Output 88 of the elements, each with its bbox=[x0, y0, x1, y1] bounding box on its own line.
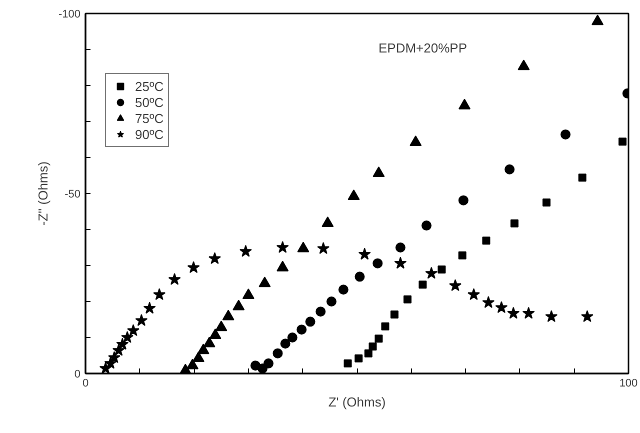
point bbox=[364, 349, 372, 358]
point bbox=[280, 338, 290, 349]
point bbox=[239, 244, 252, 257]
point bbox=[458, 251, 466, 260]
point bbox=[296, 324, 307, 335]
point bbox=[222, 310, 234, 320]
point bbox=[510, 219, 518, 228]
annotation: EPDM+20%PP bbox=[378, 40, 468, 56]
point bbox=[168, 273, 181, 285]
point bbox=[344, 359, 352, 368]
point bbox=[522, 306, 535, 319]
point bbox=[372, 166, 385, 178]
point bbox=[404, 295, 412, 304]
point bbox=[104, 356, 117, 369]
point bbox=[242, 288, 254, 300]
point bbox=[449, 279, 462, 292]
point bbox=[592, 14, 604, 26]
point bbox=[263, 358, 274, 368]
point bbox=[542, 198, 551, 206]
point bbox=[507, 306, 520, 319]
legend-label: 90ºC bbox=[135, 126, 164, 142]
point bbox=[192, 352, 204, 362]
point bbox=[425, 266, 438, 279]
point bbox=[338, 284, 348, 295]
point bbox=[316, 306, 326, 317]
point bbox=[186, 358, 198, 370]
point bbox=[518, 60, 530, 70]
point bbox=[287, 332, 298, 342]
point bbox=[381, 322, 390, 330]
point bbox=[581, 310, 594, 322]
point bbox=[560, 129, 571, 140]
point bbox=[390, 310, 398, 318]
point bbox=[368, 342, 377, 350]
point bbox=[112, 344, 125, 356]
point bbox=[305, 316, 316, 327]
point bbox=[395, 242, 406, 252]
point bbox=[482, 296, 495, 308]
y-axis-title: -Z'' (Ohms) bbox=[35, 161, 50, 226]
point bbox=[410, 136, 422, 146]
point bbox=[348, 190, 360, 200]
point bbox=[618, 138, 627, 146]
point bbox=[418, 280, 427, 289]
point bbox=[153, 288, 166, 300]
legend-label: 25ºC bbox=[135, 78, 164, 94]
point bbox=[127, 324, 140, 336]
point bbox=[187, 261, 200, 274]
point bbox=[208, 252, 221, 264]
point bbox=[482, 236, 490, 245]
point bbox=[197, 344, 210, 354]
point bbox=[374, 334, 383, 343]
point bbox=[354, 354, 363, 362]
point bbox=[504, 164, 515, 174]
point bbox=[394, 256, 407, 269]
point bbox=[458, 98, 471, 110]
legend-label: 75ºC bbox=[135, 110, 164, 126]
y-tick-label: -100 bbox=[58, 8, 81, 20]
point bbox=[372, 258, 383, 268]
point bbox=[358, 248, 371, 260]
point bbox=[276, 241, 289, 253]
point bbox=[108, 351, 120, 364]
point bbox=[135, 314, 148, 326]
point bbox=[276, 260, 289, 272]
point bbox=[438, 265, 446, 274]
point bbox=[326, 296, 336, 306]
x-tick-label: 100 bbox=[619, 378, 638, 390]
point bbox=[422, 220, 432, 231]
point bbox=[272, 348, 283, 358]
point bbox=[143, 302, 156, 314]
point bbox=[116, 338, 129, 350]
point bbox=[232, 300, 245, 310]
point bbox=[354, 272, 365, 282]
y-tick-label: 0 bbox=[74, 368, 81, 380]
point bbox=[578, 174, 586, 182]
point bbox=[215, 320, 228, 332]
y-tick-label: -50 bbox=[64, 188, 81, 200]
point bbox=[468, 288, 480, 300]
point bbox=[203, 336, 216, 348]
point bbox=[458, 195, 468, 206]
point bbox=[317, 242, 330, 254]
x-axis-title: Z' (Ohms) bbox=[328, 394, 386, 410]
point bbox=[322, 216, 334, 228]
point bbox=[545, 310, 558, 322]
point bbox=[297, 242, 310, 252]
point bbox=[121, 331, 134, 343]
point bbox=[209, 328, 222, 340]
point bbox=[495, 301, 508, 313]
legend-label: 50ºC bbox=[135, 94, 164, 110]
point bbox=[258, 276, 271, 288]
